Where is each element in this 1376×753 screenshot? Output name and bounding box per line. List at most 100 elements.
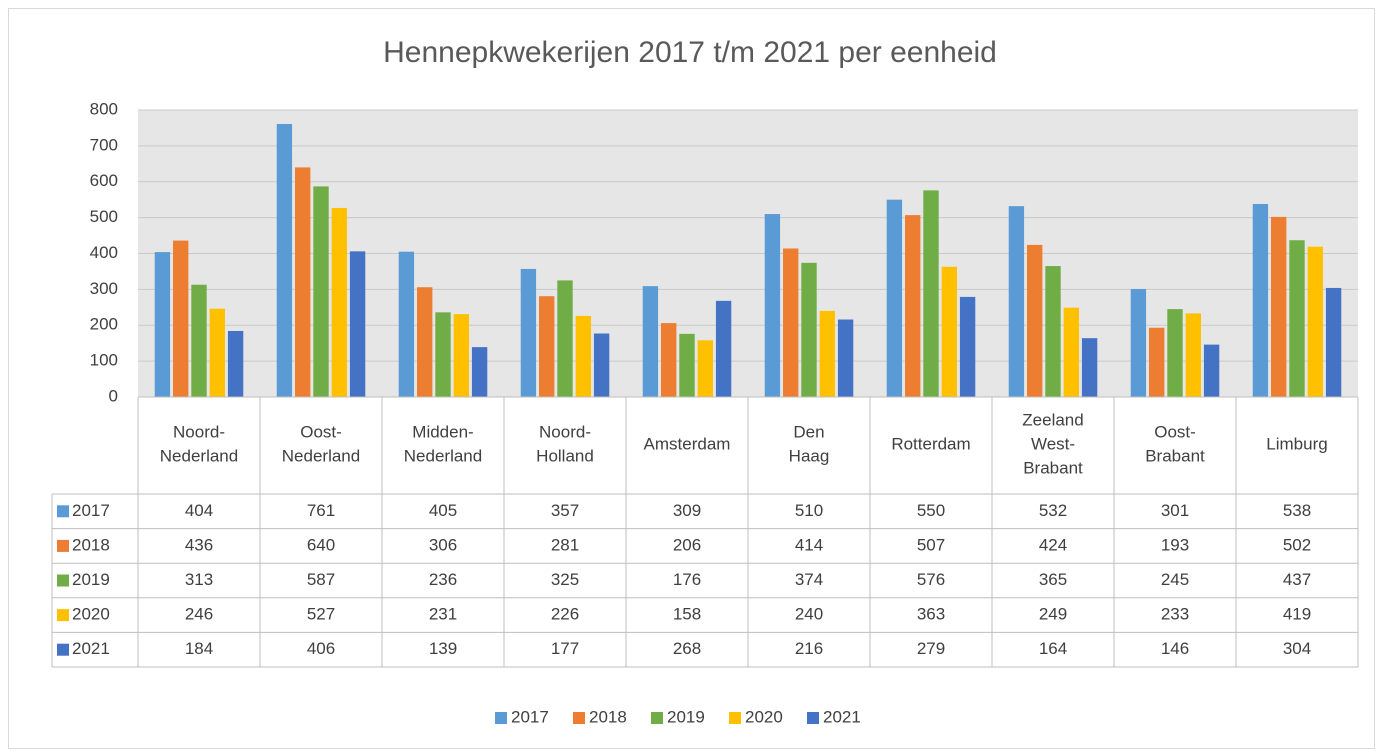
table-value: 304: [1283, 639, 1311, 658]
table-value: 587: [307, 570, 335, 589]
x-tick-label: Noord-Nederland: [160, 423, 238, 466]
bar: [837, 319, 854, 397]
table-value: 424: [1039, 535, 1067, 554]
table-value: 146: [1161, 639, 1189, 658]
table-value: 532: [1039, 501, 1067, 520]
legend-label: 2018: [589, 707, 627, 726]
bar: [313, 186, 329, 397]
y-tick-label: 0: [109, 386, 118, 405]
y-tick-label: 300: [90, 279, 118, 298]
x-tick-label: Noord-Holland: [536, 423, 594, 466]
y-tick-label: 700: [90, 135, 118, 154]
bar: [276, 123, 293, 398]
legend-key: [573, 712, 585, 724]
bar: [1149, 327, 1165, 397]
chart-title: Hennepkwekerijen 2017 t/m 2021 per eenhe…: [383, 36, 997, 69]
table-legend-key: [57, 609, 69, 622]
legend-label: 2017: [511, 707, 549, 726]
bar: [295, 167, 311, 397]
bar: [398, 251, 415, 397]
legend-key: [651, 712, 663, 724]
table-value: 177: [551, 639, 579, 658]
table-value: 240: [795, 605, 823, 624]
bar: [349, 251, 366, 397]
bar: [191, 284, 207, 397]
bar: [783, 248, 799, 397]
table-legend-key: [57, 539, 69, 552]
y-tick-label: 200: [90, 315, 118, 334]
table-row-label: 2018: [72, 535, 110, 554]
table-value: 249: [1039, 605, 1067, 624]
bar: [1289, 240, 1305, 397]
bar: [331, 207, 347, 397]
bar: [539, 296, 555, 397]
table-value: 414: [795, 535, 823, 554]
table-value: 550: [917, 501, 945, 520]
table-value: 193: [1161, 535, 1189, 554]
x-tick-label: Zeeland West-Brabant: [1022, 411, 1083, 478]
legend-label: 2019: [667, 707, 705, 726]
table-value: 576: [917, 570, 945, 589]
table-value: 436: [185, 535, 213, 554]
legend-key: [729, 712, 741, 724]
table-legend-key: [57, 505, 69, 518]
table-value: 538: [1283, 501, 1311, 520]
y-tick-label: 100: [90, 351, 118, 370]
table-value: 761: [307, 501, 335, 520]
bar: [209, 308, 225, 397]
table-value: 246: [185, 605, 213, 624]
legend-key: [495, 712, 507, 724]
table-value: 236: [429, 570, 457, 589]
table-value: 164: [1039, 639, 1067, 658]
bar: [1203, 344, 1220, 397]
table-value: 507: [917, 535, 945, 554]
table-value: 279: [917, 639, 945, 658]
bar: [227, 330, 244, 397]
table-value: 325: [551, 570, 579, 589]
table-value: 231: [429, 605, 457, 624]
bar: [941, 266, 957, 397]
table-legend-key: [57, 643, 69, 656]
bar: [1063, 307, 1079, 397]
table-value: 419: [1283, 605, 1311, 624]
x-tick-label: Midden-Nederland: [404, 423, 482, 466]
table-value: 306: [429, 535, 457, 554]
bar: [154, 252, 171, 397]
bar: [1185, 313, 1201, 397]
bar: [715, 300, 732, 397]
bar: [1325, 287, 1342, 397]
table-row-label: 2020: [72, 605, 110, 624]
bar: [173, 240, 189, 397]
bar: [886, 199, 903, 397]
table-value: 527: [307, 605, 335, 624]
y-tick-label: 600: [90, 171, 118, 190]
table-value: 374: [795, 570, 823, 589]
table-value: 640: [307, 535, 335, 554]
legend-key: [807, 712, 819, 724]
table-row-label: 2017: [72, 501, 110, 520]
bar: [1130, 289, 1147, 397]
table-value: 184: [185, 639, 213, 658]
table-value: 176: [673, 570, 701, 589]
table-value: 309: [673, 501, 701, 520]
table-value: 363: [917, 605, 945, 624]
table-row-label: 2019: [72, 570, 110, 589]
x-tick-label: Oost-Nederland: [282, 423, 360, 466]
bar: [697, 340, 713, 397]
table-value: 357: [551, 501, 579, 520]
table-value: 301: [1161, 501, 1189, 520]
x-tick-label: Rotterdam: [891, 435, 970, 454]
bar: [1045, 266, 1061, 397]
table-value: 365: [1039, 570, 1067, 589]
bar: [959, 296, 976, 397]
table-value: 510: [795, 501, 823, 520]
table-legend-key: [57, 574, 69, 587]
y-tick-label: 800: [90, 99, 118, 118]
x-tick-label: Amsterdam: [644, 435, 731, 454]
table-value: 405: [429, 501, 457, 520]
table-value: 233: [1161, 605, 1189, 624]
bar: [575, 315, 591, 397]
table-value: 139: [429, 639, 457, 658]
bar: [1027, 244, 1043, 397]
